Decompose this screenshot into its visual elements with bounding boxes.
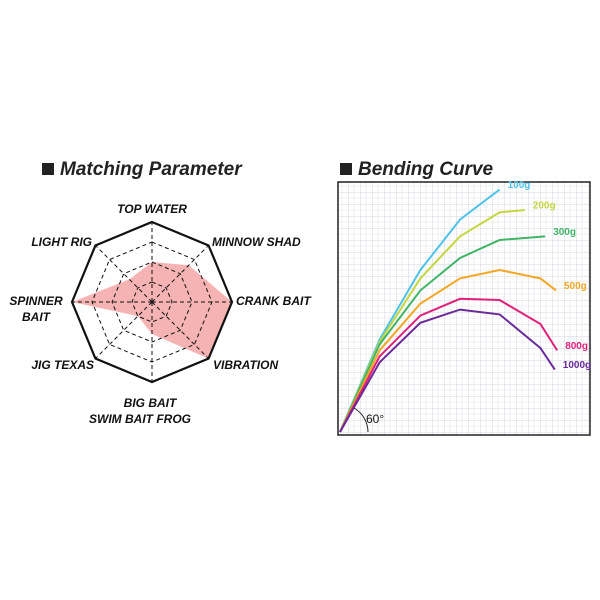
charts: TOP WATER MINNOW SHAD CRANK BAIT VIBRATION B…	[8, 180, 591, 433]
chart-title: Matching Parameter	[60, 159, 243, 180]
radar-axis	[151, 245, 209, 303]
legend-label: 300g	[553, 227, 576, 238]
radar-label: CRANK BAIT	[236, 294, 312, 308]
radar-label: SPINNER	[9, 294, 63, 308]
legend-label: 500g	[564, 281, 587, 292]
radar-label: JIG TEXAS	[31, 358, 94, 372]
radar-axis	[95, 245, 153, 303]
legend-label: 1000g	[563, 360, 591, 371]
plot-area	[337, 181, 591, 436]
title-square	[42, 163, 54, 175]
radar-label: LIGHT RIG	[31, 235, 92, 249]
angle-arc	[353, 407, 369, 433]
bend-curve	[339, 297, 559, 433]
annotation: 60°	[366, 412, 384, 426]
radar-ring	[111, 261, 193, 343]
legend-label: 200g	[533, 201, 556, 212]
radar-label: SWIM BAIT FROG	[89, 412, 191, 426]
bend-curve	[339, 308, 556, 433]
bend-curve	[339, 268, 557, 433]
radar-label: BAIT	[22, 310, 52, 324]
radar-label: TOP WATER	[117, 202, 187, 216]
radar-label: VIBRATION	[213, 358, 278, 372]
legend-label: 100g	[508, 180, 531, 191]
chart-title: Bending Curve	[358, 159, 494, 180]
legend-label: 800g	[565, 341, 588, 352]
radar-label: BIG BAIT	[124, 396, 178, 410]
radar-label: MINNOW SHAD	[212, 235, 301, 249]
radar-axis	[151, 301, 209, 359]
title-square	[340, 163, 352, 175]
radar-axis	[95, 301, 153, 359]
bend-curve	[339, 235, 546, 433]
